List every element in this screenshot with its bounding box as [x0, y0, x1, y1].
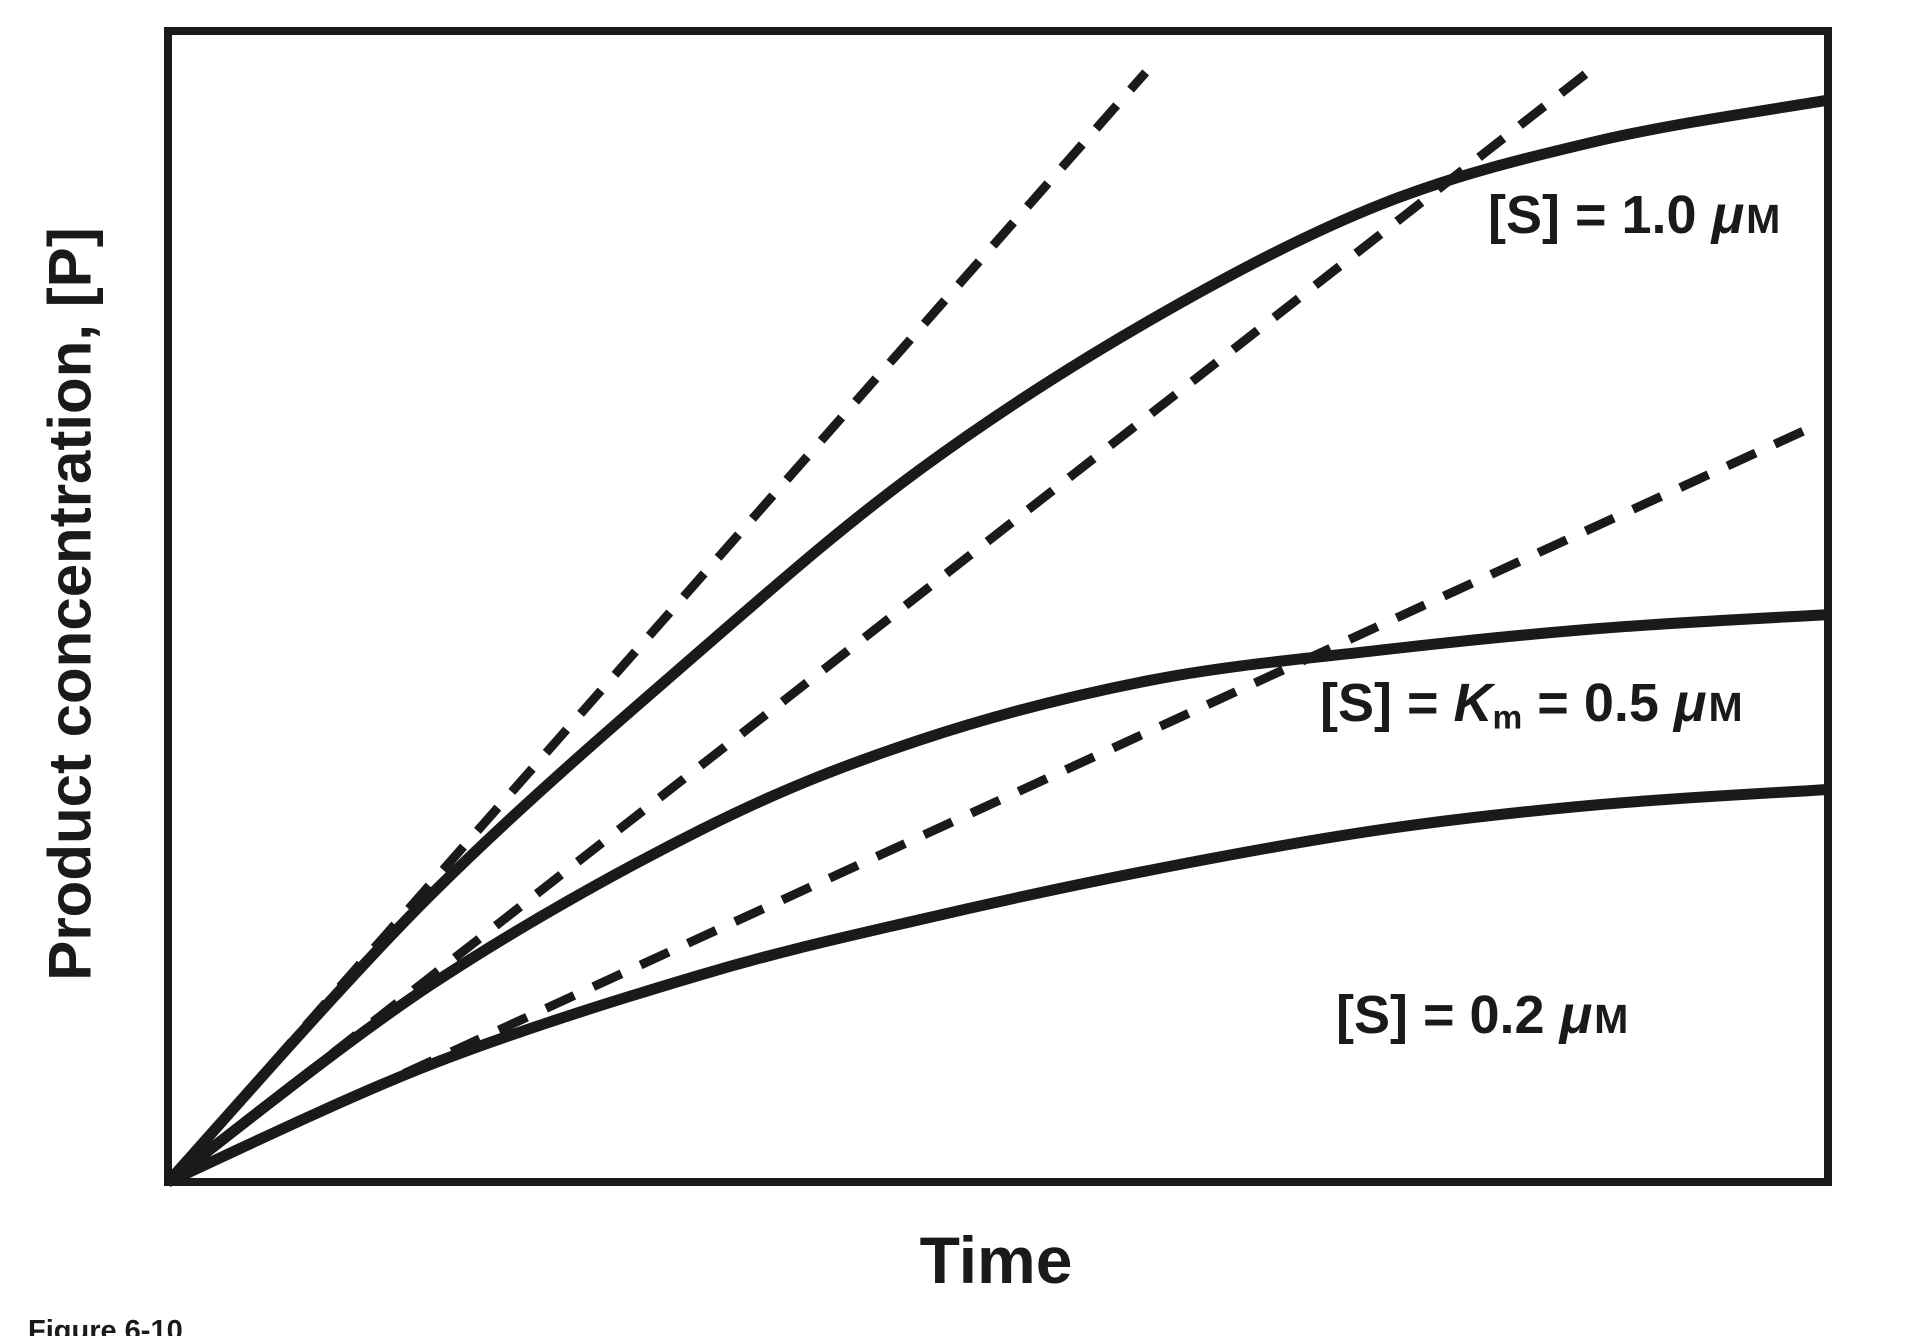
curve-label-text: = 0.5: [1522, 673, 1674, 733]
figure-caption: Figure 6-10: [28, 1315, 183, 1336]
curve-km: [164, 609, 1829, 1187]
tangent-km: [165, 66, 1594, 1186]
tangent-s02: [166, 426, 1807, 1187]
curve-label-text: [S] = 0.2: [1336, 985, 1560, 1045]
curve-s10: [163, 94, 1829, 1186]
molar-unit: M: [1594, 996, 1629, 1042]
curve-label-km-0.5: [S] = Km = 0.5 μM: [1320, 672, 1743, 737]
mu-symbol: μ: [1559, 985, 1593, 1045]
curve-label-s-1.0: [S] = 1.0 μM: [1488, 184, 1780, 246]
curve-s02: [165, 784, 1829, 1188]
x-axis-label: Time: [919, 1223, 1073, 1297]
molar-unit: M: [1746, 196, 1781, 242]
km-symbol: K: [1453, 673, 1493, 733]
molar-unit: M: [1708, 684, 1743, 730]
mu-symbol: μ: [1673, 673, 1707, 733]
y-axis-label: Product concentration, [P]: [36, 227, 104, 981]
curve-label-text: [S] = 1.0: [1488, 185, 1712, 245]
curve-label-s-0.2: [S] = 0.2 μM: [1336, 984, 1628, 1046]
plot-frame: [164, 27, 1832, 1186]
km-subscript: m: [1492, 699, 1523, 737]
mu-symbol: μ: [1711, 185, 1745, 245]
tangent-s10: [164, 69, 1150, 1185]
series-group: [163, 66, 1829, 1188]
curve-label-text: [S] =: [1320, 673, 1454, 733]
